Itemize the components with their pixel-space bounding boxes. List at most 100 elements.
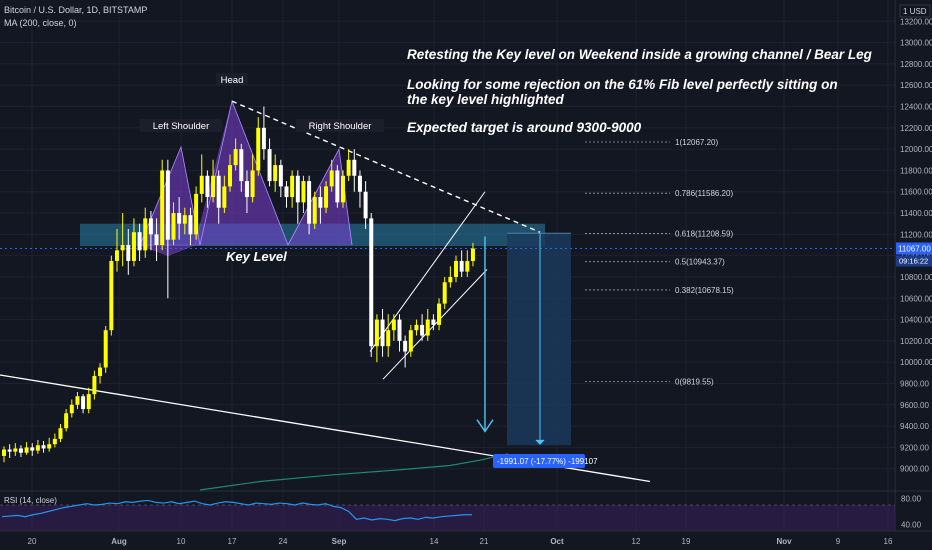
time-tick-label: 16 (884, 537, 893, 546)
measure-arrow-head (535, 439, 545, 445)
time-tick-label: 12 (632, 537, 641, 546)
price-tick-label: 12800.00 (900, 60, 932, 69)
candle-body (465, 260, 470, 272)
candle-body (30, 447, 35, 451)
ma-indicator-label: MA (200, close, 0) (4, 18, 77, 28)
fib-label: 0(9819.55) (675, 377, 714, 386)
candle-body (380, 319, 385, 347)
candle-body (335, 170, 340, 203)
time-tick-label: Sep (332, 537, 347, 546)
candle-body (131, 232, 136, 261)
price-axis-bg (895, 0, 932, 550)
time-tick-label: 19 (682, 537, 691, 546)
candle-body (109, 260, 114, 331)
price-tick-label: 12600.00 (900, 81, 932, 90)
candle-body (24, 447, 29, 453)
candle-body (307, 181, 312, 224)
candle-body (273, 165, 278, 182)
candle-body (47, 444, 52, 449)
candle-body (312, 197, 317, 224)
candle-body (115, 250, 119, 261)
candle-body (7, 449, 12, 452)
candle-body (261, 127, 266, 150)
price-tick-label: 9600.00 (900, 401, 929, 410)
neckline-dashed (231, 100, 541, 233)
candle-body (81, 396, 86, 410)
rsi-tick-label: 80.00 (901, 495, 922, 504)
price-tick-label: 10200.00 (900, 337, 932, 346)
candle-body (329, 170, 334, 187)
candle-body (13, 448, 18, 452)
candle-body (324, 186, 329, 208)
candle-body (386, 330, 391, 347)
candle-body (454, 260, 458, 277)
candle-body (194, 193, 199, 235)
candle-body (41, 445, 46, 449)
price-tick-label: 12400.00 (900, 103, 932, 112)
candle-body (341, 175, 345, 203)
currency-label: 1 USD (903, 7, 927, 16)
candle-body (256, 127, 261, 171)
candle-body (69, 404, 74, 414)
rsi-band (0, 505, 895, 531)
candle-body (199, 175, 204, 194)
candle-body (250, 170, 255, 198)
price-tick-label: 11600.00 (900, 188, 932, 197)
candle-body (120, 245, 125, 251)
rsi-label: RSI (14, close) (4, 496, 57, 505)
head-label: Head (221, 75, 244, 86)
candle-body (414, 324, 419, 331)
candle-body (165, 170, 170, 240)
candle-body (346, 159, 351, 176)
candle-body (374, 319, 379, 347)
candle-body (408, 330, 413, 352)
candle-body (437, 303, 442, 325)
target-label-text: -1991.07 (-17.77%) -199107 (497, 457, 598, 466)
candle-body (420, 324, 425, 336)
price-tick-label: 13200.00 (900, 17, 932, 26)
candle-body (278, 165, 283, 187)
candle-body (233, 149, 238, 166)
time-tick-label: 17 (228, 537, 237, 546)
candle-body (403, 340, 408, 352)
candle-body (295, 175, 300, 203)
countdown-text: 09:16:22 (899, 257, 928, 266)
time-tick-label: 14 (430, 537, 439, 546)
candle-body (244, 181, 249, 198)
candle-body (284, 186, 289, 198)
left-shoulder-label-bg (139, 119, 223, 132)
candle-body (357, 175, 362, 192)
price-tick-label: 10800.00 (900, 273, 932, 282)
annotation-line-3: the key level highlighted (407, 92, 564, 107)
target-arrow-head (476, 419, 494, 433)
candle-body (64, 413, 69, 429)
candle-body (188, 215, 193, 235)
target-zone (507, 233, 571, 446)
time-tick-label: 9 (836, 537, 841, 546)
time-tick-label: Aug (111, 537, 127, 546)
price-tick-label: 12200.00 (900, 124, 932, 133)
candle-body (75, 396, 80, 405)
candle-body (52, 438, 57, 445)
candle-body (442, 282, 447, 304)
symbol-title: Bitcoin / U.S. Dollar, 1D, BITSTAMP (4, 5, 148, 15)
candle-body (267, 149, 272, 182)
price-tick-label: 10000.00 (900, 358, 932, 367)
candle-body (171, 213, 176, 240)
candle-body (391, 319, 396, 331)
countdown-box (896, 255, 932, 267)
candle-body (154, 234, 159, 245)
candle-body (2, 449, 6, 456)
candle-body (126, 245, 131, 261)
price-tick-label: 9200.00 (900, 443, 929, 452)
candle-body (352, 159, 357, 176)
candle-body (397, 319, 402, 341)
candle-body (222, 186, 227, 208)
rsi-tick-label: 40.00 (901, 521, 922, 530)
candle-body (459, 260, 464, 272)
candle-body (92, 376, 97, 395)
fib-label: 0.5(10943.37) (675, 258, 725, 267)
